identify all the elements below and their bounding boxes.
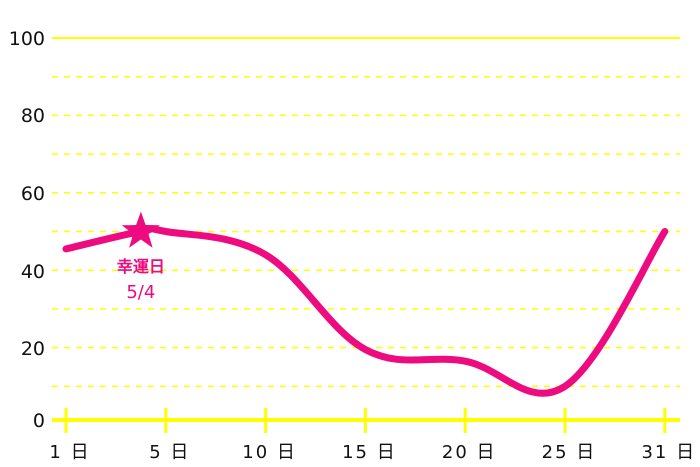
x-tick-label: 25 日 bbox=[542, 442, 597, 463]
y-tick-label: 60 bbox=[21, 183, 45, 205]
x-tick-label: 20 日 bbox=[442, 442, 497, 463]
y-tick-label: 40 bbox=[21, 261, 45, 283]
y-tick-label: 0 bbox=[33, 410, 45, 432]
annotation-date: 5/4 bbox=[126, 282, 155, 303]
y-tick-label: 80 bbox=[21, 105, 45, 127]
x-tick-label: 5 日 bbox=[149, 442, 190, 463]
x-tick-label: 15 日 bbox=[342, 442, 397, 463]
y-tick-label: 20 bbox=[21, 338, 45, 360]
data-line bbox=[62, 225, 669, 397]
star-icon bbox=[121, 211, 160, 248]
x-tick-label: 10 日 bbox=[242, 442, 297, 463]
y-tick-label: 100 bbox=[9, 28, 45, 50]
x-tick-label: 1 日 bbox=[49, 442, 90, 463]
x-tick-label: 31 日 bbox=[641, 442, 696, 463]
annotation-label: 幸運日 bbox=[117, 257, 165, 276]
